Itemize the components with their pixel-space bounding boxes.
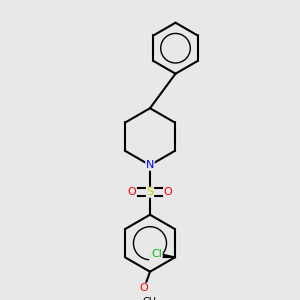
Text: Cl: Cl: [151, 250, 162, 260]
Text: S: S: [146, 187, 154, 197]
Text: Cl: Cl: [150, 253, 160, 262]
Text: N: N: [146, 160, 154, 170]
Text: CH₃: CH₃: [142, 297, 160, 300]
Text: O: O: [128, 187, 136, 197]
Text: O: O: [164, 187, 172, 197]
Text: O: O: [140, 283, 148, 293]
